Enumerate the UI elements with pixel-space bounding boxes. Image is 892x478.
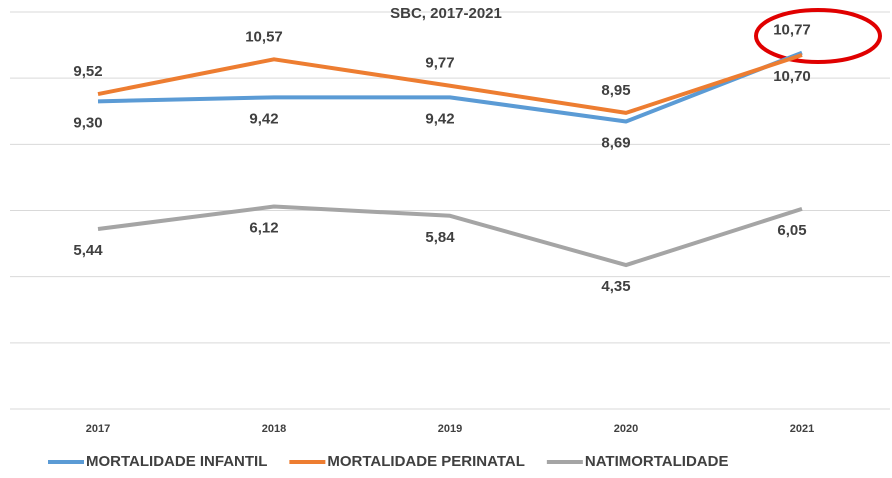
data-label: 4,35 xyxy=(601,278,630,295)
data-label: 9,52 xyxy=(73,63,102,80)
data-label: 8,69 xyxy=(601,134,630,151)
data-label: 6,05 xyxy=(777,222,806,239)
chart-title: SBC, 2017-2021 xyxy=(390,5,502,22)
data-label: 10,57 xyxy=(245,28,283,45)
data-label: 9,30 xyxy=(73,114,102,131)
x-tick-label: 2020 xyxy=(614,423,638,435)
x-tick-label: 2017 xyxy=(86,423,110,435)
legend-label: MORTALIDADE PERINATAL xyxy=(327,453,524,470)
x-tick-label: 2019 xyxy=(438,423,462,435)
data-label: 9,42 xyxy=(249,110,278,127)
data-label: 9,77 xyxy=(425,55,454,72)
highlight-ellipse xyxy=(754,8,882,64)
x-tick-label: 2021 xyxy=(790,423,814,435)
series-line xyxy=(97,204,803,268)
data-label: 10,70 xyxy=(773,68,811,85)
data-label: 6,12 xyxy=(249,219,278,236)
data-label: 5,44 xyxy=(73,242,103,259)
data-label: 8,95 xyxy=(601,82,630,99)
legend-label: NATIMORTALIDADE xyxy=(585,453,729,470)
series-line xyxy=(97,50,803,124)
x-tick-label: 2018 xyxy=(262,423,286,435)
data-label: 9,42 xyxy=(425,110,454,127)
legend-label: MORTALIDADE INFANTIL xyxy=(86,453,267,470)
series-line xyxy=(97,53,803,115)
data-label: 5,84 xyxy=(425,229,455,246)
data-label: 10,77 xyxy=(773,22,811,39)
